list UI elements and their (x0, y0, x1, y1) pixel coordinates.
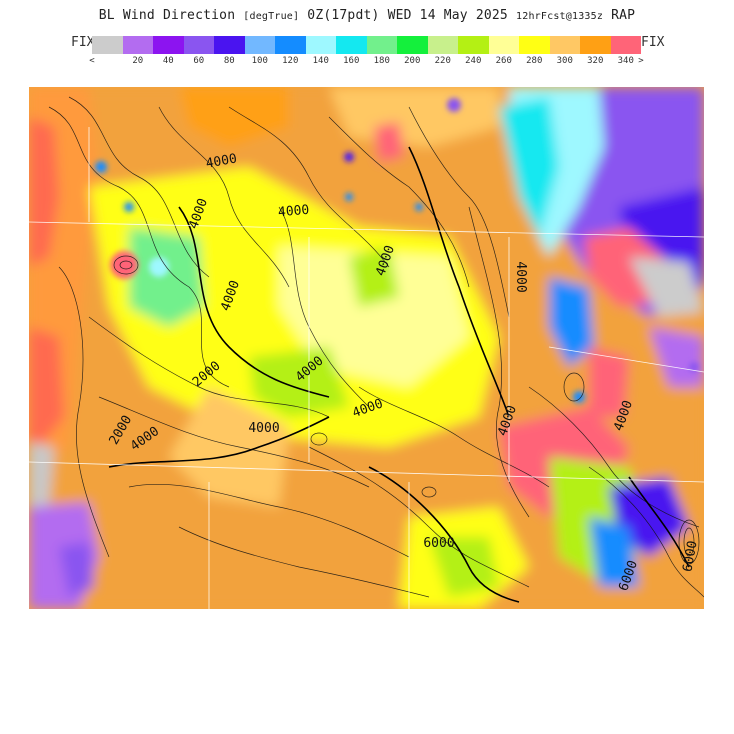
legend-greater-than: > (638, 56, 644, 66)
legend-less-than: < (89, 56, 95, 66)
legend-tick-label: 220 (434, 56, 451, 66)
legend-tick-label: 100 (251, 56, 268, 66)
legend-swatch (214, 36, 245, 54)
wind-color-detail (95, 98, 699, 403)
title-main: BL Wind Direction (98, 8, 236, 23)
terrain-contours (48, 96, 704, 598)
legend-tick-label: 280 (526, 56, 543, 66)
wind-color-fill (29, 87, 704, 609)
legend-swatch (610, 36, 641, 54)
legend-swatch (275, 36, 306, 54)
legend-swatch (92, 36, 123, 54)
legend-fix-right: FIX (641, 35, 665, 50)
legend-swatch (458, 36, 489, 54)
legend-tick-label: 240 (465, 56, 482, 66)
legend-tick-label: 120 (282, 56, 299, 66)
state-borders (29, 127, 704, 609)
contour-label: 6000 (680, 540, 700, 573)
legend-tick-label: 200 (404, 56, 421, 66)
legend-swatch (427, 36, 458, 54)
legend-tick-label: 60 (193, 56, 205, 66)
legend-swatch (336, 36, 367, 54)
legend-tick-label: 180 (373, 56, 390, 66)
wind-direction-map: 4000 4000 4000 4000 4000 4000 4000 4000 … (29, 87, 704, 609)
legend-tick-label: 160 (343, 56, 360, 66)
legend-swatches (92, 36, 641, 54)
legend-swatch (488, 36, 519, 54)
legend-tick-label: 140 (312, 56, 329, 66)
chart-title: BL Wind Direction [degTrue] 0Z(17pdt) WE… (0, 8, 734, 23)
contour-label: 4000 (248, 421, 279, 436)
legend-swatch (122, 36, 153, 54)
title-model: RAP (611, 8, 636, 23)
title-valid-time: 0Z(17pdt) WED 14 May 2025 (307, 8, 508, 23)
legend-swatch (397, 36, 428, 54)
contour-label: 4000 (205, 151, 238, 171)
contour-label: 6000 (423, 536, 454, 551)
terrain-contours-bold (108, 146, 690, 603)
legend-swatch (305, 36, 336, 54)
contour-label: 4000 (513, 261, 528, 292)
legend-tick-label: 40 (162, 56, 174, 66)
color-legend: FIX FIX < > 20 40 60 80 100 120 140 160 180 200 22… (66, 35, 666, 69)
title-forecast: 12hrFcst@1335z (516, 11, 604, 22)
legend-swatch (244, 36, 275, 54)
legend-swatch (519, 36, 550, 54)
legend-ticks: < > 20 40 60 80 100 120 140 160 180 200 220 240 260 2… (89, 56, 644, 68)
legend-swatch (549, 36, 580, 54)
legend-swatch (580, 36, 611, 54)
legend-tick-label: 80 (223, 56, 235, 66)
legend-tick-label: 300 (556, 56, 573, 66)
legend-tick-label: 260 (495, 56, 512, 66)
legend-swatch (153, 36, 184, 54)
legend-tick-label: 320 (587, 56, 604, 66)
legend-swatch (366, 36, 397, 54)
legend-swatch (183, 36, 214, 54)
title-unit: [degTrue] (243, 11, 300, 22)
contour-label: 4000 (277, 203, 310, 221)
legend-tick-label: 20 (132, 56, 144, 66)
legend-fix-left: FIX (71, 35, 95, 50)
legend-tick-label: 340 (617, 56, 634, 66)
